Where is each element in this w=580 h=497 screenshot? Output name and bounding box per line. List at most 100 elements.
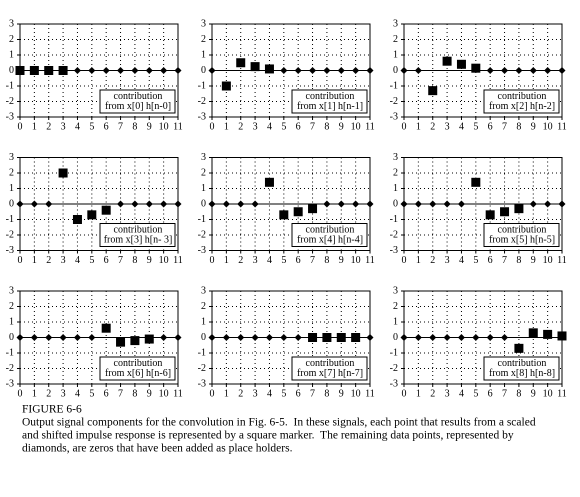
- annotation: from x[2] h[n-2]: [489, 101, 555, 112]
- diamond-marker: [323, 67, 331, 74]
- x-tick-label: 2: [238, 388, 243, 399]
- x-tick-label: 11: [365, 121, 375, 132]
- x-tick-label: 5: [89, 255, 94, 266]
- diamond-marker: [88, 334, 96, 341]
- diamond-marker: [208, 334, 216, 341]
- y-tick-label: 0: [9, 198, 14, 209]
- square-marker: [514, 204, 524, 214]
- square-marker: [351, 333, 361, 342]
- annotation: contribution: [114, 224, 163, 235]
- diamond-marker: [366, 334, 374, 341]
- diamond-marker: [117, 67, 125, 74]
- x-tick-label: 3: [61, 121, 66, 132]
- y-tick-label: 2: [9, 301, 14, 312]
- annotation-box: [483, 223, 560, 247]
- x-tick-label: 2: [238, 255, 243, 266]
- y-tick-label: 3: [393, 18, 398, 29]
- diamond-marker: [400, 334, 408, 341]
- square-marker: [44, 66, 54, 75]
- diamond-marker: [174, 67, 182, 74]
- x-tick-label: 5: [281, 255, 286, 266]
- x-tick-label: 6: [488, 388, 493, 399]
- annotation: contribution: [114, 358, 163, 369]
- x-tick-label: 6: [296, 388, 301, 399]
- x-tick-label: 10: [351, 388, 361, 399]
- x-tick-label: 4: [459, 121, 464, 132]
- annotation-box: [483, 356, 560, 381]
- diamond-marker: [45, 200, 53, 208]
- diamond-marker: [472, 334, 480, 341]
- diamond-marker: [486, 67, 494, 74]
- diamond-marker: [160, 200, 168, 208]
- x-tick-label: 8: [324, 121, 329, 132]
- x-tick-label: 0: [18, 255, 23, 266]
- y-tick-label: 1: [201, 49, 206, 60]
- y-tick-label: 3: [201, 152, 206, 163]
- square-marker: [514, 343, 524, 353]
- x-tick-label: 8: [324, 388, 329, 399]
- square-marker: [336, 333, 346, 342]
- x-tick-label: 1: [224, 255, 229, 266]
- y-tick-label: -1: [6, 214, 14, 225]
- x-tick-label: 9: [339, 255, 344, 266]
- diamond-marker: [222, 334, 230, 341]
- diamond-marker: [16, 334, 24, 341]
- square-marker: [471, 63, 481, 73]
- y-tick-label: -3: [390, 111, 398, 122]
- x-tick-label: 0: [18, 388, 23, 399]
- diamond-marker: [309, 67, 317, 74]
- y-tick-label: -1: [6, 80, 14, 91]
- caption-title: FIGURE 6-6: [22, 404, 82, 416]
- x-tick-label: 8: [324, 255, 329, 266]
- x-tick-label: 4: [75, 121, 80, 132]
- x-tick-label: 7: [502, 121, 507, 132]
- y-tick-label: 0: [201, 65, 206, 76]
- diamond-marker: [30, 334, 38, 341]
- x-tick-label: 9: [147, 388, 152, 399]
- diamond-marker: [337, 67, 345, 74]
- diamond-marker: [429, 200, 437, 208]
- diamond-marker: [174, 200, 182, 208]
- y-tick-label: -2: [390, 96, 398, 107]
- diamond-marker: [59, 334, 67, 341]
- diamond-marker: [294, 334, 302, 341]
- square-marker: [264, 64, 274, 74]
- y-tick-label: 3: [393, 152, 398, 163]
- square-marker: [116, 337, 126, 347]
- diamond-marker: [457, 334, 465, 341]
- diamond-marker: [102, 67, 110, 74]
- diamond-marker: [45, 334, 53, 341]
- annotation: from x[8] h[n-8]: [489, 368, 555, 379]
- x-tick-label: 6: [104, 121, 109, 132]
- annotation: contribution: [306, 358, 355, 369]
- annotation: from x[4] h[n-4]: [297, 234, 363, 245]
- y-tick-label: -2: [390, 229, 398, 240]
- diamond-marker: [145, 200, 153, 208]
- y-tick-label: -3: [198, 111, 206, 122]
- x-tick-label: 3: [445, 121, 450, 132]
- y-tick-label: 1: [393, 316, 398, 327]
- x-tick-label: 1: [224, 388, 229, 399]
- y-tick-label: 2: [201, 301, 206, 312]
- x-tick-label: 3: [445, 255, 450, 266]
- x-tick-label: 1: [32, 388, 37, 399]
- square-marker: [543, 329, 553, 339]
- y-tick-label: 3: [393, 285, 398, 296]
- y-tick-label: 0: [9, 332, 14, 343]
- x-tick-label: 11: [173, 121, 183, 132]
- x-tick-label: 7: [310, 121, 315, 132]
- annotation: from x[3] h[n- 3]: [104, 234, 173, 245]
- square-marker: [58, 168, 68, 178]
- diamond-marker: [529, 200, 537, 208]
- x-tick-label: 9: [147, 121, 152, 132]
- y-tick-label: -1: [390, 214, 398, 225]
- x-tick-label: 0: [210, 388, 215, 399]
- y-tick-label: 0: [393, 332, 398, 343]
- diamond-marker: [237, 200, 245, 208]
- annotation: contribution: [114, 91, 163, 102]
- diamond-marker: [323, 200, 331, 208]
- x-tick-label: 6: [104, 255, 109, 266]
- square-marker: [456, 59, 466, 69]
- x-tick-label: 0: [210, 121, 215, 132]
- x-tick-label: 6: [488, 255, 493, 266]
